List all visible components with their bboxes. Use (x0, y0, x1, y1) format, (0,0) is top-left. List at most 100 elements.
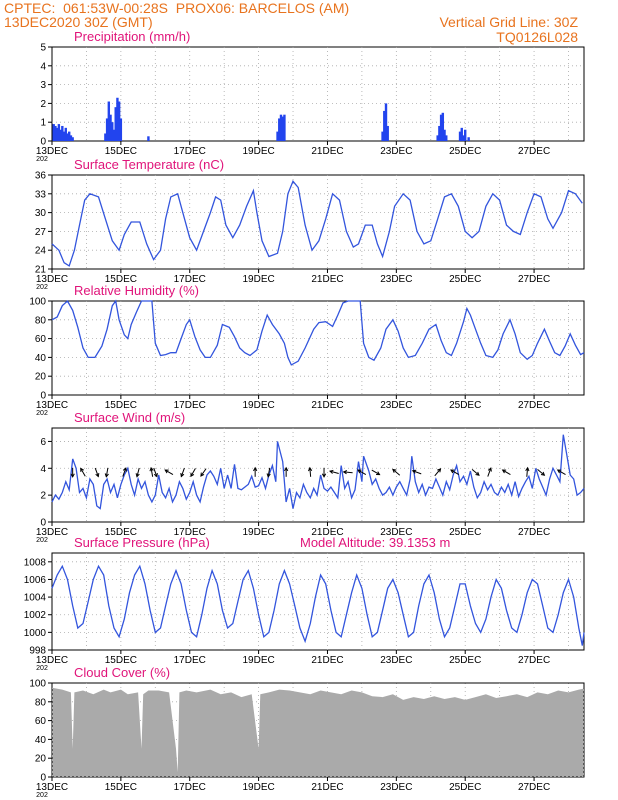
wind-arrow (321, 467, 327, 478)
series-line (51, 564, 585, 646)
precip-bar (114, 107, 117, 141)
y-tick-label: 1 (40, 118, 46, 129)
wind-arrow (253, 466, 258, 477)
y-tick-label: 30 (35, 208, 47, 219)
x-tick-label: 19DEC (242, 274, 274, 285)
precip-bar (436, 135, 439, 141)
panel-title: Precipitation (mm/h) (74, 29, 190, 44)
x-tick-label: 21DEC (311, 527, 343, 538)
y-tick-label: 100 (29, 679, 46, 690)
precip-bar (64, 127, 67, 141)
x-tick-label: 25DEC (449, 400, 481, 411)
x-tick-label: 21DEC (311, 274, 343, 285)
y-tick-label: 40 (35, 353, 47, 364)
precip-bar (276, 131, 279, 141)
wind-arrow-shaft (122, 467, 127, 477)
plot-frame (51, 300, 585, 396)
wind-arrow-head (284, 466, 289, 472)
wind-arrow-shaft (164, 469, 174, 475)
x-tick-label: 25DEC (449, 655, 481, 666)
precip-bar (147, 136, 150, 141)
wind-arrow-head (104, 473, 109, 478)
precip-bar (460, 127, 463, 141)
y-tick-label: 4 (40, 464, 46, 475)
x-tick-label: 23DEC (380, 655, 412, 666)
precip-bar (66, 133, 69, 141)
wind-arrow (94, 467, 100, 478)
x-year-label: 202 (36, 410, 48, 417)
precip-bar (467, 137, 470, 141)
wind-arrow (450, 469, 460, 475)
wind-arrow-head (556, 469, 562, 474)
header-grid-note: Vertical Grid Line: 30Z (439, 14, 578, 30)
wind-arrow-shaft (450, 469, 460, 475)
wind-arrow (434, 468, 442, 477)
wind-arrow (342, 470, 353, 475)
y-tick-label: 36 (35, 171, 47, 182)
precip-bar (119, 118, 123, 141)
precip-bar (281, 116, 284, 141)
wind-arrow (153, 467, 158, 478)
wind-arrow (537, 469, 546, 476)
x-tick-label: 27DEC (518, 146, 550, 157)
wind-arrow-head (487, 467, 492, 472)
x-tick-label: 21DEC (311, 782, 343, 793)
header-station-line: CPTEC: 061:53W-00:28S PROX06: BARCELOS (… (4, 1, 349, 15)
y-tick-label: 20 (35, 754, 47, 765)
x-tick-label: 17DEC (174, 782, 206, 793)
wind-arrow (329, 469, 339, 474)
wind-arrow (104, 467, 109, 478)
wind-arrow (190, 468, 196, 478)
y-tick-label: 1000 (24, 628, 47, 639)
wind-arrow-shaft (526, 467, 529, 477)
x-tick-label: 23DEC (380, 146, 412, 157)
x-year-label: 202 (36, 156, 48, 163)
x-tick-label: 27DEC (518, 527, 550, 538)
x-tick-label: 27DEC (518, 400, 550, 411)
wind-arrow-shaft (309, 467, 312, 477)
wind-arrow-head (392, 468, 397, 473)
wind-arrow (501, 469, 511, 475)
wind-arrow (471, 469, 480, 476)
wind-arrow (392, 468, 401, 476)
wind-arrow-head (450, 469, 455, 474)
panel-3: 0 20 40 60 80 100 13DEC 15DEC 17DEC 19DEC 21DEC 23D… (29, 283, 585, 417)
x-tick-label: 19DEC (242, 655, 274, 666)
y-tick-label: 60 (35, 716, 47, 727)
plot-frame (51, 46, 585, 142)
series-line (51, 180, 583, 267)
cloud-cover-area (52, 687, 584, 777)
x-tick-label: 21DEC (311, 655, 343, 666)
precip-bar (55, 127, 59, 141)
wind-arrow-head (122, 467, 127, 472)
x-tick-label: 19DEC (242, 527, 274, 538)
y-tick-label: 1008 (24, 557, 47, 568)
y-tick-label: 3 (40, 80, 46, 91)
x-tick-label: 13DEC (36, 782, 68, 793)
x-tick-label: 17DEC (174, 655, 206, 666)
wind-arrow-head (307, 466, 313, 472)
precip-bar (279, 114, 283, 141)
panel-title: Surface Temperature (nC) (74, 157, 224, 172)
x-tick-label: 27DEC (518, 274, 550, 285)
wind-arrow-shaft (153, 467, 158, 477)
wind-arrow-head (475, 471, 480, 476)
y-tick-label: 2 (40, 491, 46, 502)
wind-arrow-head (411, 469, 417, 474)
precip-bar (438, 125, 441, 141)
precip-bar (62, 131, 66, 141)
plot-frame (51, 427, 585, 523)
panel-1: 0 1 2 3 4 5 13DEC 15DEC 17DEC 19DEC 21DEC 23DEC 25DE… (36, 29, 585, 163)
y-tick-label: 100 (29, 297, 46, 308)
wind-arrow-head (200, 472, 205, 477)
x-tick-label: 25DEC (449, 146, 481, 157)
precip-bar (52, 124, 55, 141)
y-tick-label: 6 (40, 437, 46, 448)
x-tick-label: 23DEC (380, 527, 412, 538)
wind-arrow (525, 466, 530, 477)
y-tick-label: 0 (40, 137, 46, 148)
wind-arrow-head (357, 469, 362, 474)
x-tick-label: 15DEC (105, 400, 137, 411)
wind-arrow-shaft (105, 467, 109, 477)
